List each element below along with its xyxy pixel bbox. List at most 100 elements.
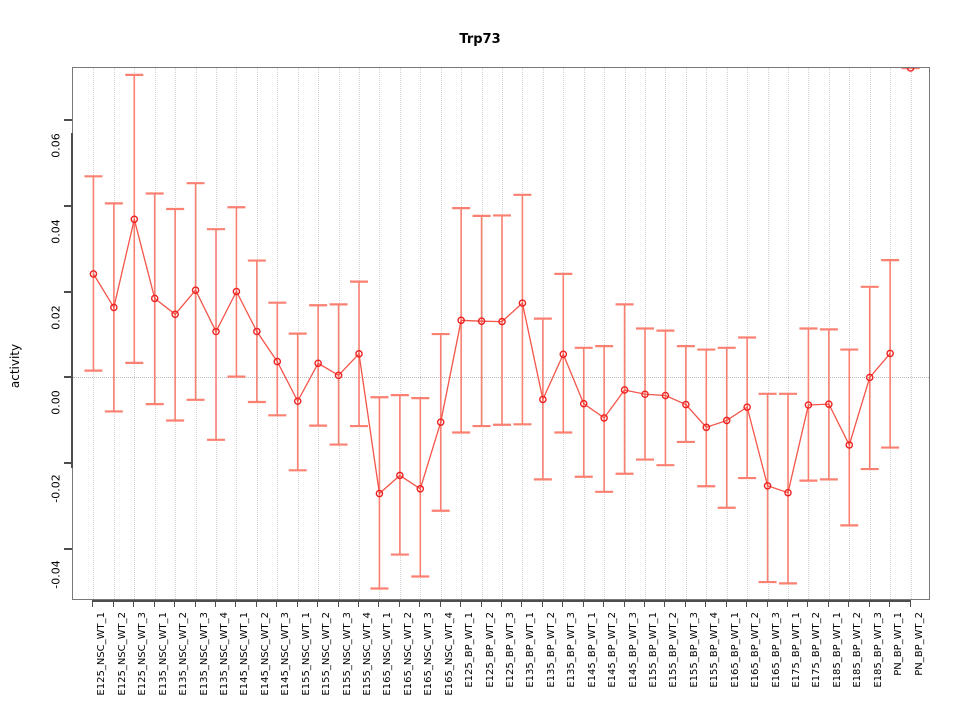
data-point: [212, 327, 220, 336]
x-axis-tick-label[interactable]: E125_BP_WT_1: [464, 612, 476, 688]
x-axis-tick-label[interactable]: E165_NSC_WT_4: [443, 612, 455, 696]
zero-reference-line: [73, 377, 929, 379]
y-axis-tick-label: 0.06: [49, 132, 63, 158]
x-axis-tick-label[interactable]: E135_BP_WT_3: [566, 612, 578, 688]
x-axis-tick: [153, 600, 155, 607]
data-point: [355, 350, 363, 358]
data-point: [436, 418, 445, 426]
data-point: [416, 485, 425, 493]
x-axis-tick-label[interactable]: E175_BP_WT_1: [791, 612, 802, 688]
x-axis-tick: [460, 600, 462, 607]
data-point: [89, 270, 98, 278]
x-axis-tick-label[interactable]: E135_NSC_WT_1: [157, 612, 169, 696]
x-axis-tick: [603, 600, 605, 607]
x-axis-tick-label[interactable]: E145_BP_WT_2: [607, 612, 619, 688]
x-axis-tick: [133, 600, 135, 607]
x-axis-tick-label[interactable]: E125_NSC_WT_1: [96, 612, 108, 696]
x-axis-tick: [541, 600, 543, 607]
x-axis-tick-label[interactable]: E165_NSC_WT_2: [402, 612, 414, 696]
x-axis-tick-label[interactable]: E145_BP_WT_3: [627, 612, 639, 688]
x-axis-tick-label[interactable]: E165_NSC_WT_1: [382, 612, 394, 696]
x-axis-tick-label[interactable]: E155_NSC_WT_3: [341, 612, 353, 696]
data-point: [375, 489, 384, 498]
x-axis-tick-label[interactable]: E125_NSC_WT_2: [116, 612, 128, 696]
y-axis-tick-label: -0.04: [49, 560, 63, 590]
x-axis-tick-label[interactable]: E155_NSC_WT_2: [321, 612, 333, 696]
x-axis-tick: [317, 600, 319, 607]
x-axis-tick-label[interactable]: PN_BP_WT_1: [893, 612, 905, 676]
x-axis-tick-label[interactable]: E135_BP_WT_2: [545, 612, 557, 688]
x-axis-tick: [848, 600, 850, 607]
y-axis-tick: [64, 462, 72, 465]
x-axis-tick: [664, 600, 666, 607]
gridline: [399, 68, 401, 599]
x-axis-tick: [419, 600, 421, 607]
plot-area: [72, 67, 930, 600]
x-axis-tick-label[interactable]: E185_BP_WT_2: [852, 612, 864, 688]
x-axis-tick: [684, 600, 686, 607]
x-axis-tick: [194, 600, 196, 607]
x-axis-tick-label[interactable]: E155_BP_WT_4: [709, 612, 721, 688]
error-bar: [758, 392, 777, 584]
x-axis-tick-label[interactable]: E175_BP_WT_2: [811, 612, 823, 688]
y-axis-line: [71, 133, 73, 468]
gridline: [747, 68, 749, 599]
x-axis-tick-label[interactable]: E135_BP_WT_1: [525, 612, 537, 688]
y-axis-tick-label: 0.00: [49, 390, 63, 416]
x-axis-tick-label[interactable]: E165_BP_WT_3: [770, 612, 782, 688]
x-axis-tick-label[interactable]: E165_BP_WT_2: [750, 612, 762, 688]
y-axis-tick: [64, 290, 72, 293]
data-point: [784, 488, 792, 497]
data-point: [682, 400, 690, 409]
x-axis-tick: [398, 600, 400, 607]
x-axis-tick-label[interactable]: E145_BP_WT_1: [586, 612, 598, 688]
x-axis-tick-label[interactable]: E135_NSC_WT_2: [178, 612, 190, 696]
error-bar: [309, 304, 328, 427]
x-axis-tick-label[interactable]: E145_NSC_WT_1: [239, 612, 251, 696]
data-point: [579, 399, 588, 408]
x-axis-tick-label[interactable]: E125_BP_WT_3: [505, 612, 516, 688]
x-axis-tick: [909, 600, 911, 607]
x-axis-tick-label[interactable]: E185_BP_WT_1: [831, 612, 843, 688]
gridline: [910, 68, 912, 599]
x-axis-tick-label[interactable]: E135_NSC_WT_4: [219, 612, 230, 696]
x-axis-tick-label[interactable]: E165_NSC_WT_3: [423, 612, 435, 696]
x-axis-tick-label[interactable]: E145_NSC_WT_2: [259, 612, 271, 696]
x-axis-tick-label[interactable]: E155_NSC_WT_1: [300, 612, 312, 696]
data-point: [722, 416, 731, 425]
x-axis-tick-label[interactable]: E155_BP_WT_1: [648, 612, 659, 688]
x-axis-line: [92, 600, 910, 602]
x-axis-tick-label[interactable]: E165_BP_WT_1: [729, 612, 741, 688]
y-axis-label: activity: [8, 343, 22, 389]
x-axis-tick: [215, 600, 216, 607]
x-axis-tick: [337, 600, 339, 607]
data-point: [906, 68, 915, 72]
error-bar: [779, 392, 797, 585]
error-bar: [840, 348, 859, 527]
x-axis-tick-label[interactable]: E155_BP_WT_2: [668, 612, 680, 688]
x-axis-tick: [868, 600, 870, 607]
x-axis-tick-label[interactable]: E155_NSC_WT_4: [362, 612, 373, 696]
x-axis-tick-label[interactable]: E125_BP_WT_2: [484, 612, 496, 688]
x-axis-tick-label[interactable]: E185_BP_WT_3: [872, 612, 884, 688]
x-axis-tick: [276, 600, 278, 607]
x-axis-tick-label[interactable]: E125_NSC_WT_3: [137, 612, 149, 696]
gridline: [420, 68, 422, 599]
gridline: [849, 68, 851, 599]
data-point: [661, 391, 670, 400]
x-axis-tick-label[interactable]: E135_NSC_WT_3: [198, 612, 210, 696]
data-point: [743, 403, 751, 411]
data-point: [273, 357, 282, 366]
data-point: [845, 441, 854, 449]
x-axis-tick-label[interactable]: PN_BP_WT_2: [913, 612, 925, 676]
x-axis-tick-label[interactable]: E145_NSC_WT_3: [280, 612, 292, 696]
data-point: [600, 414, 608, 422]
x-axis-tick: [562, 600, 564, 607]
x-axis-tick-label[interactable]: E155_BP_WT_3: [688, 612, 700, 688]
data-point: [293, 397, 302, 405]
x-axis-tick: [439, 600, 441, 607]
error-bar: [493, 214, 511, 426]
data-point: [539, 395, 547, 404]
data-point: [396, 471, 404, 480]
x-axis-tick: [358, 600, 359, 607]
